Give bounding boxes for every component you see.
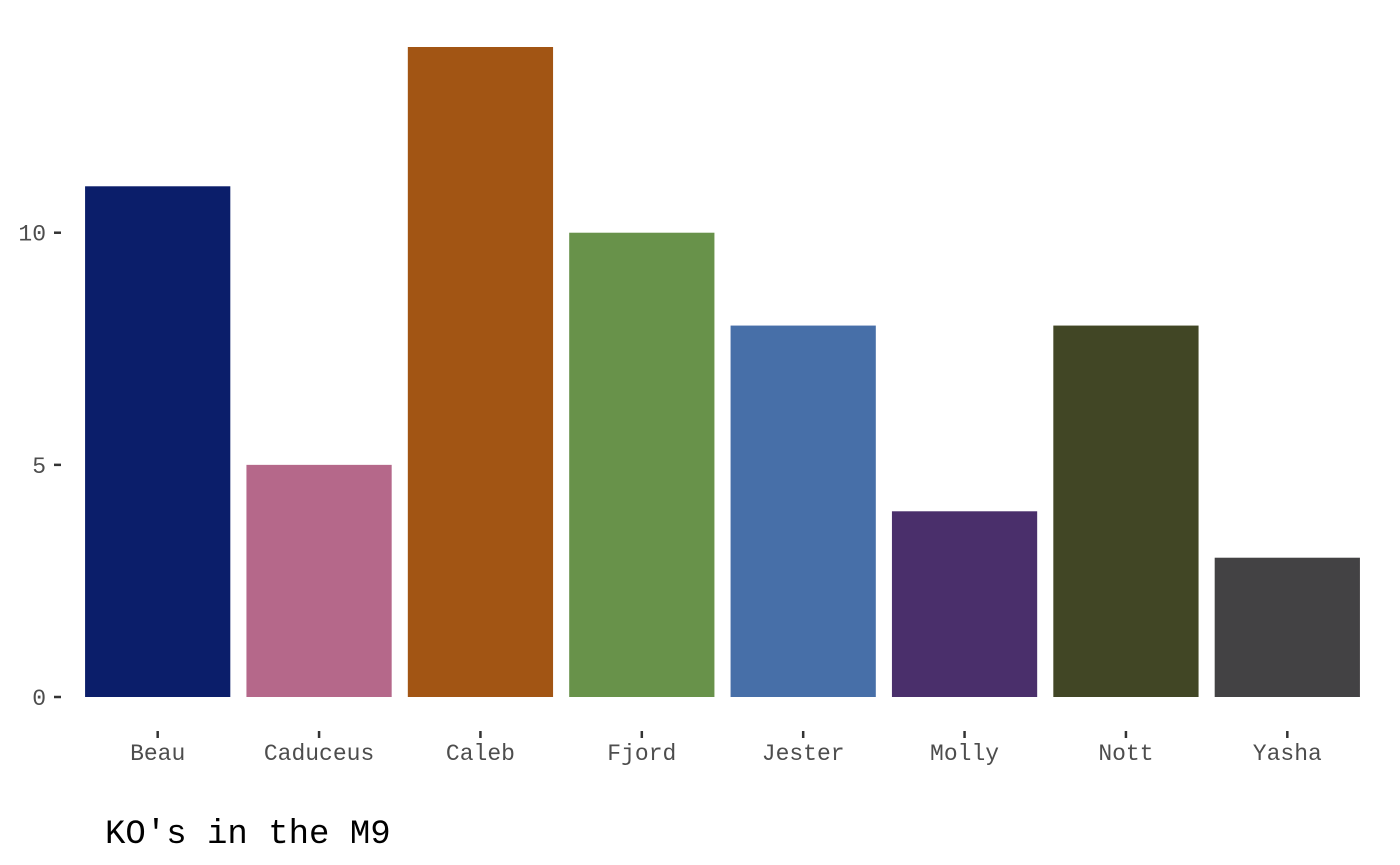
x-tick-label: Caduceus bbox=[264, 741, 374, 767]
x-tick-label: Molly bbox=[930, 741, 999, 767]
bar-nott bbox=[1053, 325, 1199, 697]
bar-fjord bbox=[569, 232, 715, 697]
x-tick-label: Yasha bbox=[1253, 741, 1322, 767]
x-tick-label: Nott bbox=[1098, 741, 1153, 767]
y-tick-label: 0 bbox=[32, 686, 46, 712]
x-tick-label: Beau bbox=[130, 741, 185, 767]
y-axis: 0 5 10 bbox=[18, 222, 61, 712]
bar-caleb bbox=[407, 47, 554, 697]
x-tick-label: Fjord bbox=[607, 741, 676, 767]
y-tick-label: 10 bbox=[18, 222, 46, 248]
x-axis: Beau Caduceus Caleb Fjord Jester Molly Nott Yas… bbox=[130, 731, 1322, 767]
y-tick-label: 5 bbox=[32, 454, 46, 480]
bar-yasha bbox=[1214, 557, 1360, 697]
bar-molly bbox=[891, 511, 1038, 697]
x-tick-label: Caleb bbox=[446, 741, 515, 767]
x-tick-label: Jester bbox=[762, 741, 845, 767]
chart-title: KO's in the M9 bbox=[105, 816, 391, 854]
bar-jester bbox=[730, 325, 876, 697]
bar-beau bbox=[85, 186, 231, 698]
bar-caduceus bbox=[246, 464, 392, 697]
bars-group bbox=[85, 47, 1360, 698]
